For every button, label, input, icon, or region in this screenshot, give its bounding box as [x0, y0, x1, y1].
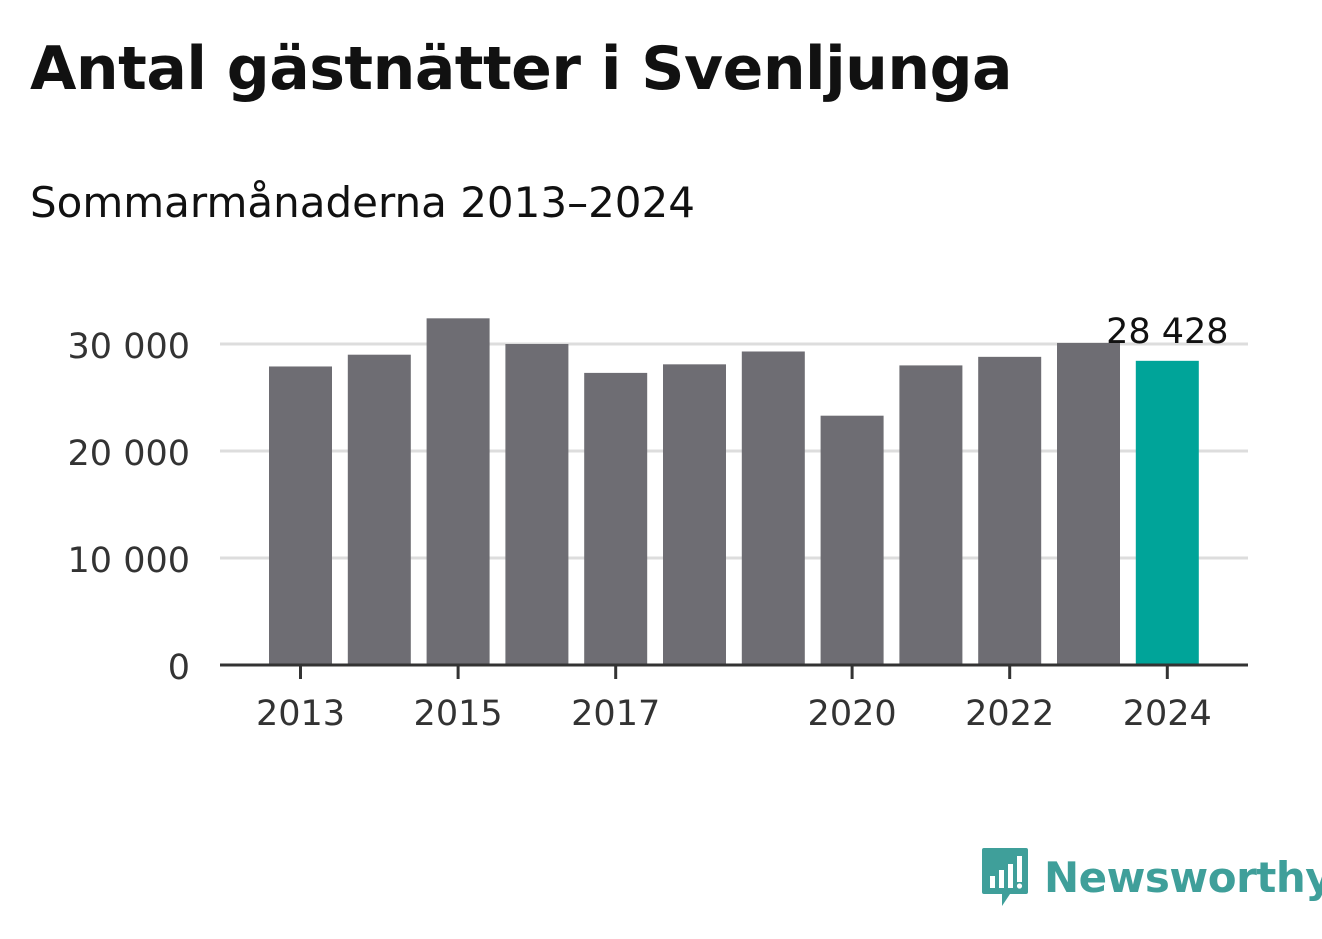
y-tick-label: 20 000 [68, 434, 190, 474]
bar [505, 344, 569, 665]
y-tick-label: 10 000 [68, 541, 190, 581]
bar [899, 365, 963, 665]
y-tick-label: 0 [168, 648, 190, 688]
bar [1135, 360, 1199, 665]
bars [269, 318, 1199, 665]
bar [426, 318, 490, 665]
bar [820, 415, 884, 665]
bar [978, 356, 1042, 665]
x-tick-label: 2015 [414, 694, 503, 734]
x-tick-label: 2022 [965, 694, 1054, 734]
chart-title: Antal gästnätter i Svenljunga [30, 34, 1013, 104]
x-tick-label: 2024 [1123, 694, 1212, 734]
x-tick-label: 2013 [256, 694, 345, 734]
bar [741, 351, 805, 665]
bar [663, 364, 726, 665]
newsworthy-logo-icon [982, 848, 1028, 906]
axes [220, 663, 1248, 679]
bar [347, 354, 411, 665]
data-label: 28 428 [1106, 312, 1228, 352]
brand-name: Newsworthy [1044, 852, 1322, 902]
x-tick-label: 2020 [808, 694, 897, 734]
chart-subtitle: Sommarmånaderna 2013–2024 [30, 178, 695, 227]
brand-logo: Newsworthy [980, 846, 1322, 908]
labels: 0 10 000 20 000 30 000 2013 2015 2017 2020 2022 2… [68, 312, 1229, 734]
bar [1057, 342, 1120, 665]
y-tick-label: 30 000 [68, 327, 190, 367]
bar [584, 372, 648, 665]
x-tick-label: 2017 [571, 694, 660, 734]
bar [269, 366, 332, 665]
